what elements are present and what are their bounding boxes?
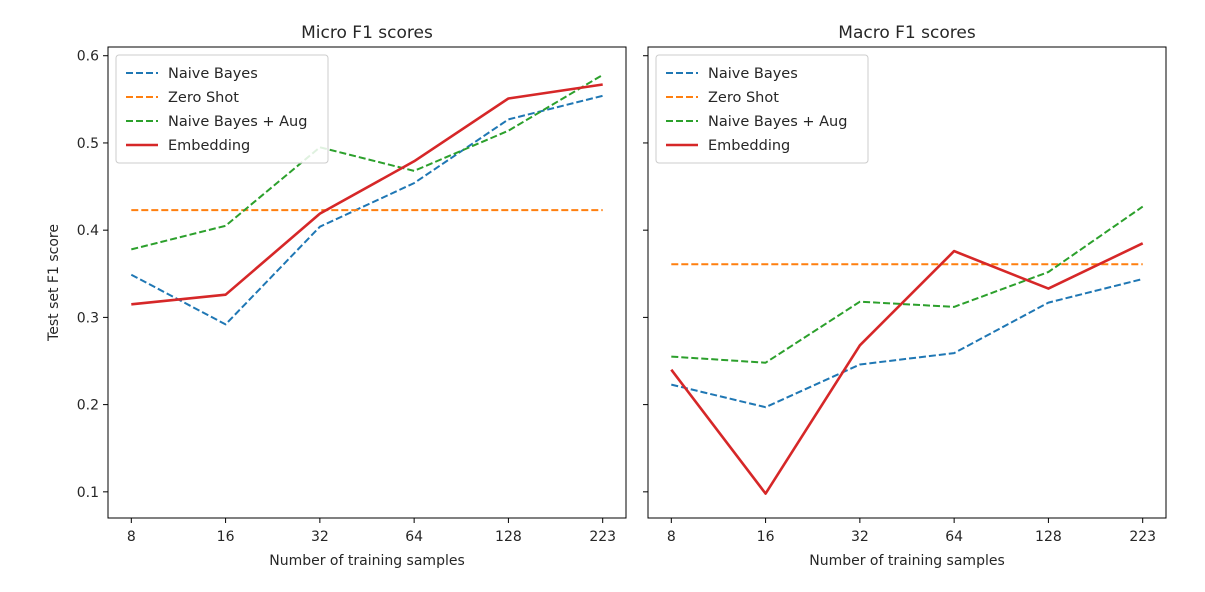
y-tick-label: 0.3 — [77, 310, 99, 326]
legend-label: Zero Shot — [708, 90, 779, 106]
axes-frame — [107, 46, 627, 519]
plot-area: 8 16 32 64 128 223 0.1 0.2 0.3 0.4 0.5 0.6 Naive Bay… — [77, 46, 627, 545]
x-tick-label: 32 — [851, 529, 869, 545]
legend-label: Embedding — [708, 138, 790, 154]
y-tick-label: 0.4 — [77, 223, 99, 239]
x-axis-label: Number of training samples — [809, 553, 1005, 569]
y-tick-label: 0.6 — [77, 49, 99, 65]
y-tick-label: 0.1 — [77, 485, 99, 501]
chart-title: Macro F1 scores — [838, 23, 976, 43]
chart-micro: 8 16 32 64 128 223 0.1 0.2 0.3 0.4 0.5 0.6 Naive Bay… — [46, 23, 627, 569]
series-line — [130, 94, 603, 326]
axes-frame — [647, 46, 1167, 519]
x-tick-label: 16 — [757, 529, 775, 545]
series-line — [671, 278, 1143, 409]
x-tick-label: 64 — [945, 529, 963, 545]
x-tick-label: 8 — [127, 529, 136, 545]
x-tick-label: 32 — [311, 529, 329, 545]
x-tick-label: 16 — [217, 529, 235, 545]
legend-label: Naive Bayes — [708, 66, 798, 82]
legend: Naive Bayes Zero Shot Naive Bayes + Aug Emb… — [115, 54, 329, 164]
x-tick-label: 64 — [405, 529, 423, 545]
x-axis-label: Number of training samples — [269, 553, 465, 569]
chart-title: Micro F1 scores — [301, 23, 433, 43]
legend-label: Naive Bayes + Aug — [168, 114, 307, 130]
series-line — [131, 83, 603, 306]
y-tick-label: 0.5 — [77, 136, 99, 152]
legend-frame — [115, 54, 329, 164]
series-line — [131, 74, 604, 251]
series-line — [670, 242, 1144, 495]
series-line — [671, 205, 1144, 364]
x-tick-label: 128 — [495, 529, 522, 545]
x-tick-label: 8 — [667, 529, 676, 545]
legend-label: Naive Bayes + Aug — [708, 114, 847, 130]
legend: Naive Bayes Zero Shot Naive Bayes + Aug Emb… — [655, 54, 869, 164]
x-tick-label: 223 — [589, 529, 616, 545]
legend-label: Embedding — [168, 138, 250, 154]
legend-label: Naive Bayes — [168, 66, 258, 82]
legend-label: Zero Shot — [168, 90, 239, 106]
legend-frame — [655, 54, 869, 164]
x-tick-label: 128 — [1035, 529, 1062, 545]
y-tick-label: 0.2 — [77, 398, 99, 414]
x-tick-label: 223 — [1129, 529, 1156, 545]
y-axis-label: Test set F1 score — [46, 224, 62, 342]
